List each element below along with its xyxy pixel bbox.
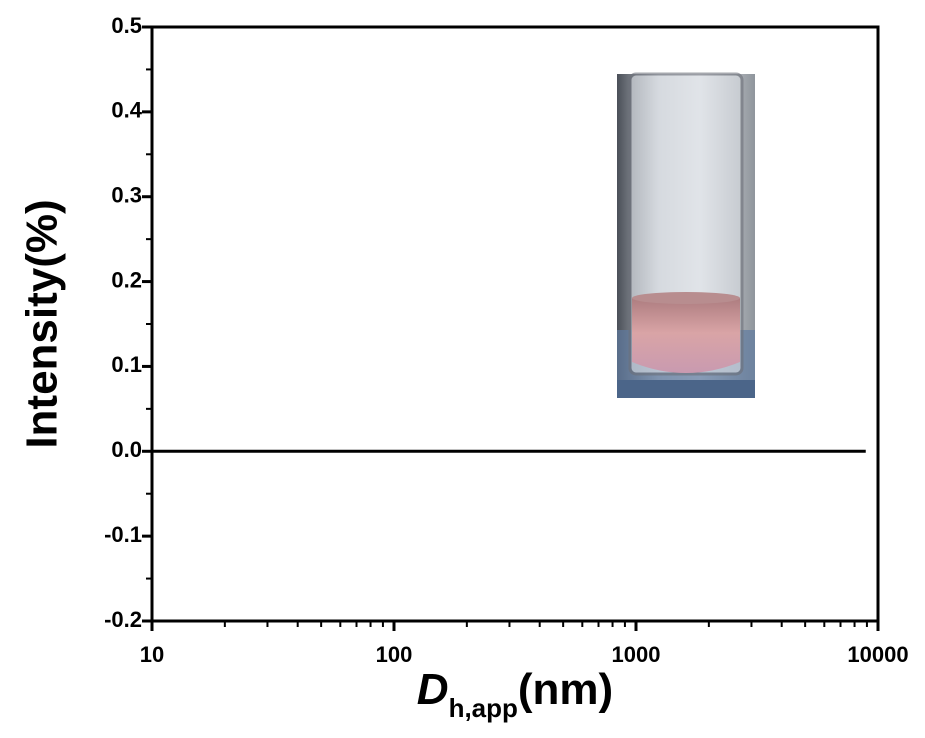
x-label-subscript: h,app <box>449 693 518 723</box>
x-tick-label: 10 <box>140 642 164 667</box>
x-tick-label: 100 <box>376 642 413 667</box>
y-tick-label: -0.1 <box>104 522 142 547</box>
y-tick-label: 0.1 <box>111 352 142 377</box>
y-tick-label: 0.5 <box>111 13 142 38</box>
x-label-symbol: D <box>417 665 449 714</box>
inset-photo <box>617 72 755 398</box>
plot-frame <box>150 25 880 623</box>
y-tick-label: 0.4 <box>111 98 142 123</box>
x-tick-label: 10000 <box>847 642 908 667</box>
x-tick-label: 1000 <box>612 642 661 667</box>
x-axis-label: Dh,app(nm) <box>417 665 613 723</box>
x-label-unit: (nm) <box>518 665 613 714</box>
y-axis-label: Intensity(%) <box>18 199 67 448</box>
y-tick-label: 0.2 <box>111 267 142 292</box>
y-tick-label: 0.3 <box>111 183 142 208</box>
axes: -0.2 -0.1 0.0 0.1 0.2 0.3 0.4 0.5 10 100 1000 10000 <box>104 13 909 667</box>
y-tick-label: -0.2 <box>104 607 142 632</box>
y-tick-label: 0.0 <box>111 437 142 462</box>
